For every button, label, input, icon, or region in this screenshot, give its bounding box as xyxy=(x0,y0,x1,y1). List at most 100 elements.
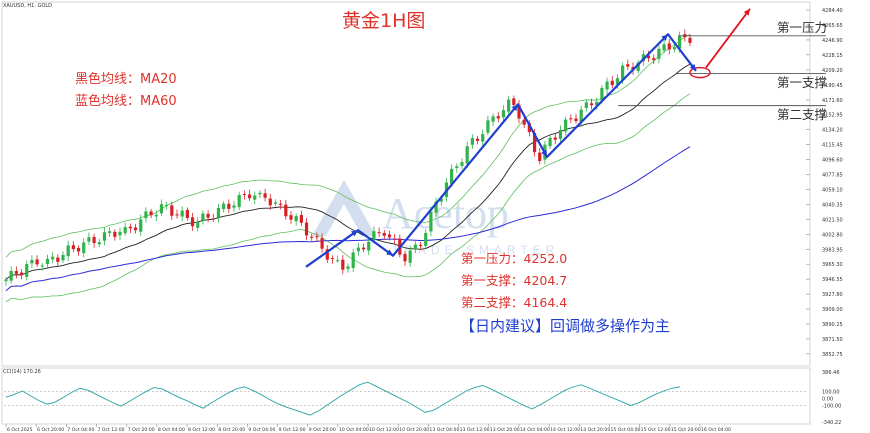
candle xyxy=(154,210,158,222)
y-tick-label: 4021.50 xyxy=(822,217,843,223)
x-tick-label: 10 Oct 20:00 xyxy=(399,427,429,433)
candle-body xyxy=(408,250,412,263)
candle xyxy=(242,190,246,200)
candle-body xyxy=(367,241,371,251)
candle xyxy=(216,203,221,223)
candle-body xyxy=(393,238,397,240)
x-tick-label: 8 Oct 20:00 xyxy=(218,427,245,433)
candle xyxy=(667,38,671,55)
candle-body xyxy=(652,58,656,61)
watermark-logo-cutout xyxy=(326,204,362,236)
candle-body xyxy=(175,214,179,216)
candle xyxy=(185,207,189,221)
candle-body xyxy=(377,232,381,234)
candle-body xyxy=(4,279,8,282)
candle xyxy=(108,227,112,237)
candle xyxy=(465,141,469,168)
x-tick-label: 7 Oct 04:00 xyxy=(67,427,94,433)
y-tick-label: 4246.90 xyxy=(822,38,843,44)
candle xyxy=(320,233,324,253)
support2-label: 第二支撑：4164.4 xyxy=(461,295,568,310)
candle xyxy=(25,260,29,281)
candle xyxy=(403,251,407,266)
candle-body xyxy=(382,232,386,236)
x-tick-label: 15 Oct 04:00 xyxy=(610,427,640,433)
candle-body xyxy=(190,217,195,227)
candle xyxy=(66,240,70,261)
candle-body xyxy=(486,120,490,133)
candle-body xyxy=(491,116,495,122)
candle-body xyxy=(403,254,407,262)
candle xyxy=(289,211,293,224)
candle-body xyxy=(154,214,158,217)
candle xyxy=(144,207,148,223)
candle xyxy=(361,243,366,253)
candle xyxy=(61,251,65,264)
y-tick-label: 3890.25 xyxy=(822,322,843,328)
candle xyxy=(206,210,210,223)
candle-body xyxy=(61,254,65,261)
legend-ma60: 蓝色均线：MA60 xyxy=(75,94,177,109)
y-tick-label: 3983.95 xyxy=(822,247,843,253)
candle xyxy=(9,266,13,284)
candle xyxy=(227,199,231,214)
candle xyxy=(393,234,397,244)
trade-advice: 【日内建议】回调做多操作为主 xyxy=(460,317,671,335)
cci-indicator: 386.46 100.000.00-100.00 -340.22 xyxy=(4,370,841,426)
candle xyxy=(237,191,241,211)
candle xyxy=(470,134,474,149)
cci-line xyxy=(5,381,681,416)
x-tick-label: 15 Oct 20:00 xyxy=(671,427,701,433)
candle-body xyxy=(159,204,164,214)
candle xyxy=(196,217,200,232)
candle xyxy=(315,232,319,242)
candle-body xyxy=(304,222,309,236)
candle xyxy=(159,199,164,217)
symbol-context: XAUUSD, H1: GOLD xyxy=(3,3,53,9)
candle-body xyxy=(185,209,189,218)
watermark-tagline: TRADE SMARTER xyxy=(392,243,559,257)
candle-body xyxy=(439,198,443,202)
candle-body xyxy=(66,245,70,257)
candle xyxy=(429,206,433,237)
y-tick-label: 3946.55 xyxy=(822,277,843,283)
candle-body xyxy=(387,234,392,238)
y-tick-label: 4265.65 xyxy=(822,23,843,29)
candle xyxy=(258,190,262,199)
candle-body xyxy=(299,215,303,223)
tag-resistance1: 第一压力 xyxy=(777,20,828,35)
candle-body xyxy=(247,194,252,199)
candle-body xyxy=(600,87,604,101)
candle-body xyxy=(19,272,24,276)
candle-body xyxy=(605,81,609,90)
y-tick-label: 4096.60 xyxy=(822,158,843,164)
candle xyxy=(569,114,573,124)
candle xyxy=(92,233,96,248)
candle xyxy=(263,188,267,202)
candle xyxy=(304,217,309,241)
tag-support2: 第二支撑 xyxy=(777,107,828,122)
candle xyxy=(351,248,355,272)
candle-body xyxy=(330,258,335,260)
candle-body xyxy=(512,98,516,105)
bollinger-lower xyxy=(5,93,691,303)
candle-body xyxy=(413,244,417,250)
cci-tick-label: 100.00 xyxy=(822,390,840,396)
wave-arrowhead xyxy=(511,104,518,112)
x-tick-label: 16 Oct 04:00 xyxy=(701,427,731,433)
ma60-line xyxy=(5,146,691,292)
candle-body xyxy=(662,44,666,51)
candle xyxy=(170,201,174,220)
candle-body xyxy=(128,226,132,229)
candle-body xyxy=(284,204,288,217)
candle-body xyxy=(113,231,117,237)
candle xyxy=(336,255,340,263)
target-arrow-line xyxy=(705,8,751,69)
candle-body xyxy=(310,236,314,238)
x-tick-label: 8 Oct 04:00 xyxy=(158,427,185,433)
candle-body xyxy=(641,54,645,62)
candle xyxy=(382,229,386,241)
candle-body xyxy=(356,247,360,252)
